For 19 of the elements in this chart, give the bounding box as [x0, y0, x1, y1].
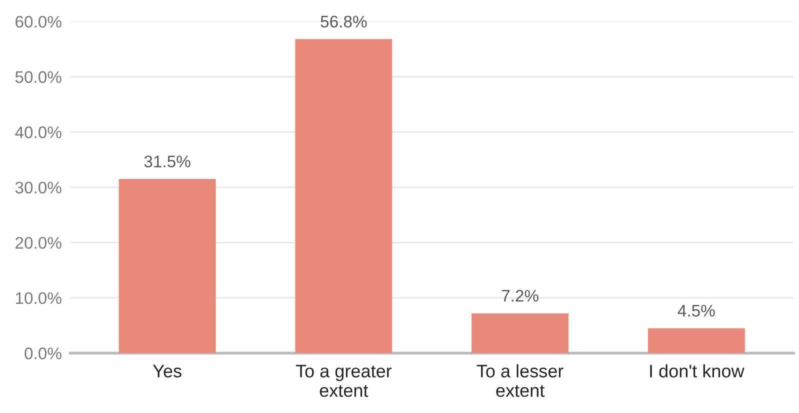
data-label: 4.5% — [678, 304, 715, 317]
y-tick-label: 40.0% — [15, 126, 62, 138]
data-label: 56.8% — [320, 16, 367, 28]
y-tick-label: 50.0% — [15, 71, 62, 83]
y-tick-label: 30.0% — [15, 182, 62, 194]
bar — [648, 328, 745, 354]
y-tick-label: 60.0% — [16, 16, 62, 28]
x-tick-label: To a lesser extent — [476, 364, 564, 397]
bar — [295, 39, 392, 354]
data-label: 31.5% — [144, 156, 190, 168]
data-label: 7.2% — [502, 290, 538, 302]
x-tick-label: Yes — [152, 364, 182, 378]
y-tick-label: 20.0% — [16, 236, 62, 249]
y-tick-label: 0.0% — [24, 348, 62, 360]
bar — [472, 313, 569, 354]
x-tick-label: I don't know — [650, 364, 744, 378]
x-tick-label: To a greater extent — [296, 364, 392, 397]
bar — [118, 179, 216, 354]
y-tick-label: 10.0% — [16, 292, 62, 304]
